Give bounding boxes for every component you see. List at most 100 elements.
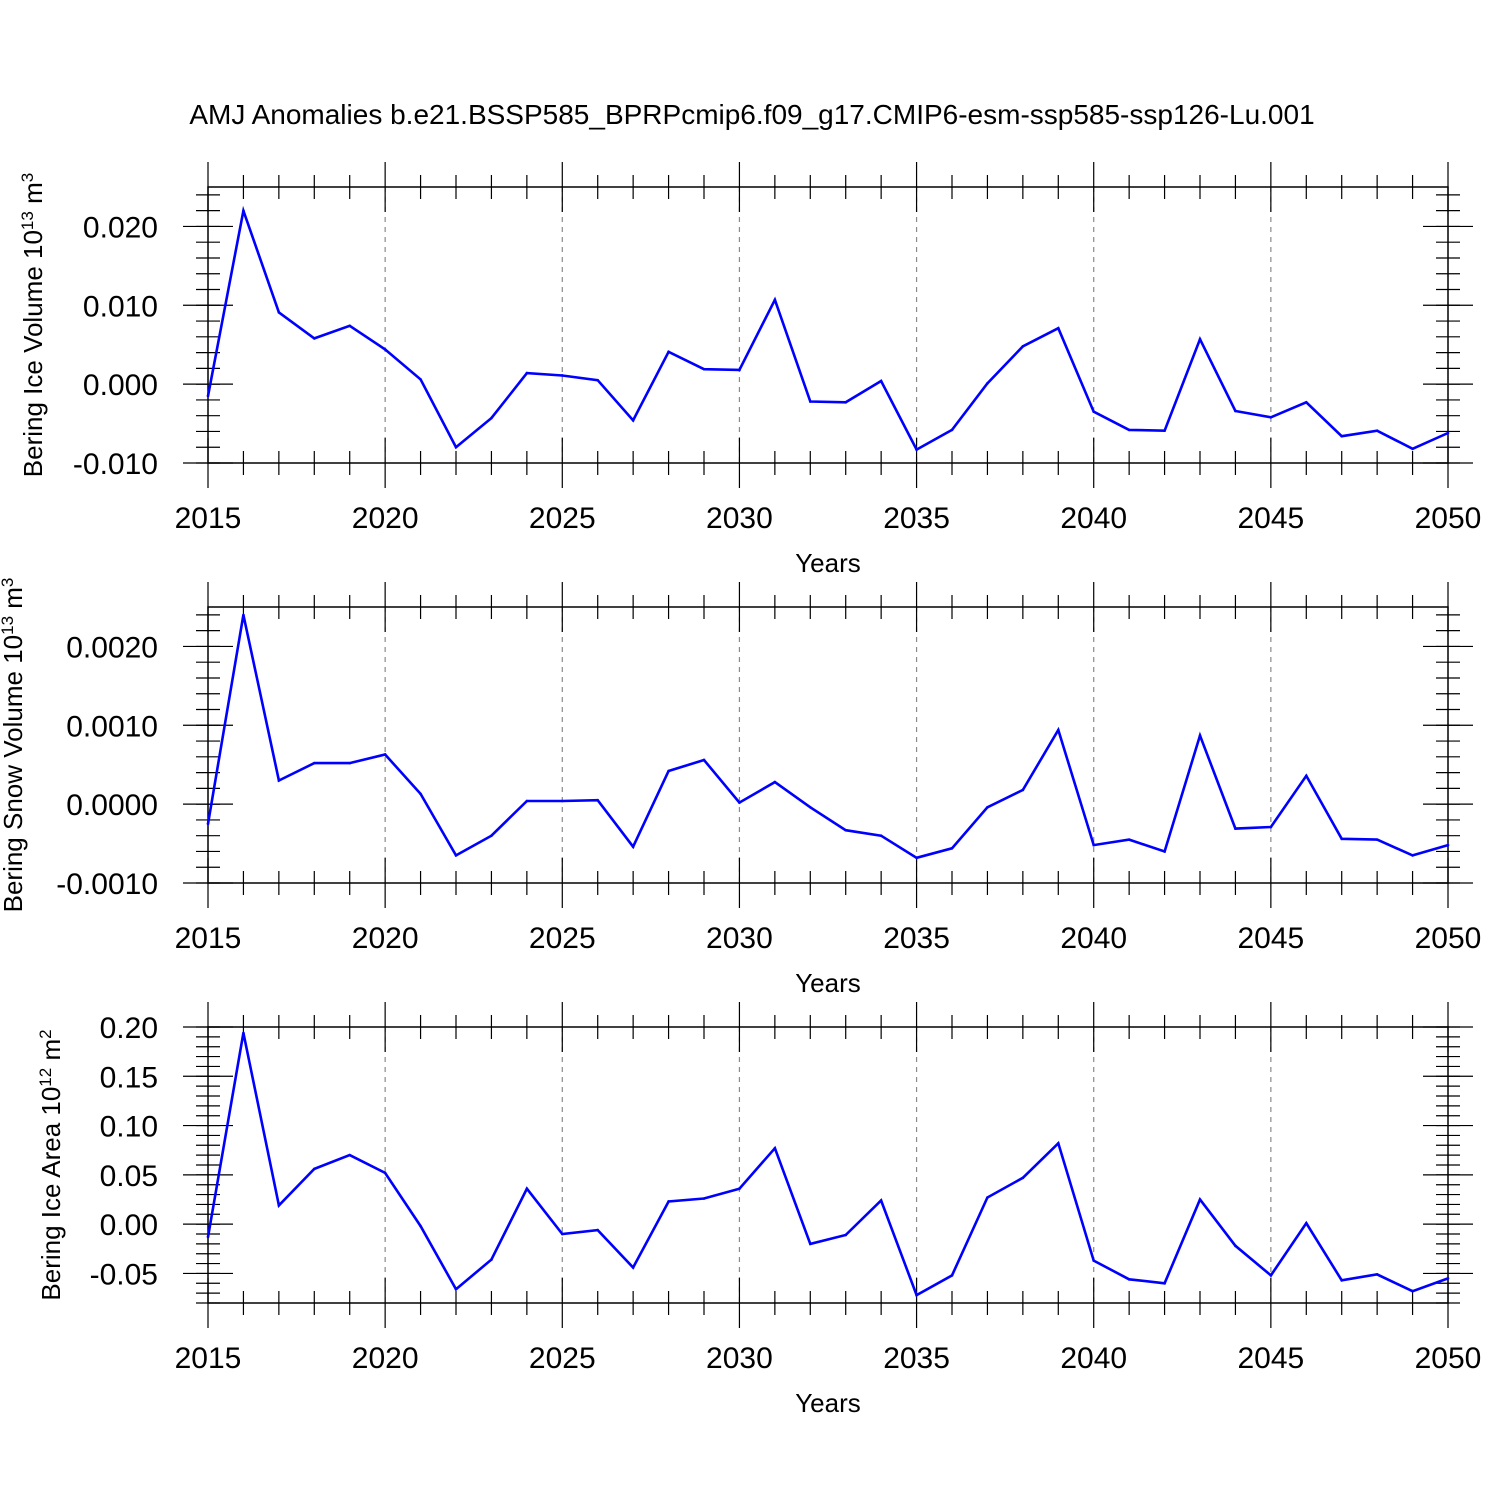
data-point — [1056, 728, 1060, 732]
x-axis-label: Years — [795, 548, 861, 578]
x-tick-label: 2040 — [1060, 502, 1127, 535]
data-point — [1092, 410, 1096, 414]
data-point — [986, 1196, 989, 1199]
data-point — [454, 854, 458, 857]
data-point — [738, 801, 741, 804]
data-point — [1163, 850, 1166, 853]
data-point — [348, 1153, 352, 1157]
data-point — [879, 834, 883, 837]
y-axis-label-superscript: 13 — [0, 616, 17, 635]
y-tick-label: -0.010 — [73, 448, 158, 481]
data-point — [1021, 788, 1025, 792]
x-tick-label: 2035 — [883, 1342, 950, 1375]
y-tick-label: 0.020 — [83, 211, 158, 244]
data-point — [1304, 400, 1308, 404]
data-point — [312, 761, 316, 765]
data-point — [1446, 431, 1450, 435]
data-point — [490, 834, 493, 837]
data-point — [1269, 415, 1273, 419]
data-point — [738, 368, 741, 372]
data-point — [1056, 1142, 1060, 1145]
data-point — [348, 324, 352, 328]
data-point — [631, 845, 635, 849]
data-point — [1163, 1281, 1166, 1285]
data-point — [1198, 734, 1202, 737]
y-axis-label-text: m — [0, 587, 28, 616]
data-point — [844, 400, 848, 404]
data-point — [1411, 447, 1414, 451]
y-tick-label: 0.0000 — [66, 789, 158, 822]
plot-frame — [207, 606, 1449, 884]
data-point — [1234, 1244, 1237, 1248]
data-point — [1446, 843, 1450, 847]
data-point — [631, 1266, 635, 1269]
data-point — [454, 1287, 458, 1291]
x-tick-label: 2035 — [883, 502, 950, 535]
data-point — [986, 382, 989, 385]
data-point — [986, 805, 989, 809]
data-point — [1163, 429, 1166, 432]
data-point — [1269, 1274, 1273, 1277]
x-tick-label: 2035 — [883, 922, 950, 955]
figure-title: AMJ Anomalies b.e21.BSSP585_BPRPcmip6.f0… — [189, 99, 1314, 130]
y-axis-label-superscript: 3 — [18, 173, 37, 182]
data-point — [1304, 1221, 1308, 1225]
data-point — [1021, 1176, 1025, 1180]
data-point — [596, 378, 600, 382]
data-point — [525, 1187, 529, 1190]
data-point — [1127, 428, 1131, 432]
panel-3: -0.05 0.00 0.05 0.10 0.15 0.20 2015 2020 2025 203… — [36, 1002, 1482, 1418]
x-tick-label: 2045 — [1237, 922, 1304, 955]
data-point — [525, 371, 529, 375]
x-tick-label: 2030 — [706, 502, 773, 535]
data-point — [312, 337, 316, 340]
data-point — [1021, 344, 1025, 348]
series-line — [206, 614, 1449, 860]
y-tick-label: -0.05 — [90, 1258, 158, 1291]
data-point — [808, 1242, 812, 1246]
data-point — [383, 753, 387, 756]
data-point — [242, 1031, 245, 1035]
x-tick-label: 2050 — [1415, 1342, 1482, 1375]
data-point — [277, 311, 281, 314]
data-point — [844, 1233, 848, 1237]
x-tick-label: 2025 — [529, 922, 596, 955]
x-tick-label: 2025 — [529, 1342, 596, 1375]
data-point — [383, 348, 387, 351]
data-point — [879, 379, 883, 383]
data-point — [1198, 337, 1202, 341]
y-tick-label: -0.0010 — [56, 868, 158, 901]
data-point — [277, 779, 281, 782]
data-point — [702, 1197, 706, 1200]
panel-2: -0.0010 0.0000 0.0010 0.0020 2015 2020 2025 203… — [0, 578, 1481, 998]
x-tick-label: 2025 — [529, 502, 596, 535]
data-point — [560, 799, 564, 803]
data-point — [383, 1171, 387, 1175]
panels: -0.010 0.000 0.010 0.020 2015 2020 2025 2030 203… — [0, 162, 1481, 1418]
data-point — [1375, 1273, 1379, 1276]
y-axis-label: Bering Ice Volume 1013 m3 — [18, 173, 49, 477]
x-tick-label: 2015 — [175, 922, 242, 955]
data-point — [879, 1199, 883, 1202]
y-axis-label: Bering Ice Area 1012 m2 — [36, 1029, 67, 1300]
data-point — [844, 828, 848, 832]
data-point — [1411, 1289, 1414, 1293]
data-point — [667, 769, 670, 773]
data-point — [596, 798, 600, 802]
data-point — [702, 758, 706, 762]
data-point — [490, 416, 493, 420]
data-point — [1340, 434, 1344, 438]
data-point — [1411, 854, 1414, 857]
data-point — [560, 1232, 564, 1236]
data-point — [950, 847, 954, 850]
y-axis-label-text: Bering Snow Volume 10 — [0, 635, 28, 913]
data-point — [1234, 827, 1237, 830]
data-point — [773, 298, 777, 302]
data-point — [667, 350, 670, 354]
data-point — [454, 445, 458, 449]
y-tick-label: 0.15 — [100, 1061, 158, 1094]
data-point — [419, 378, 422, 381]
data-point — [1092, 1259, 1096, 1262]
